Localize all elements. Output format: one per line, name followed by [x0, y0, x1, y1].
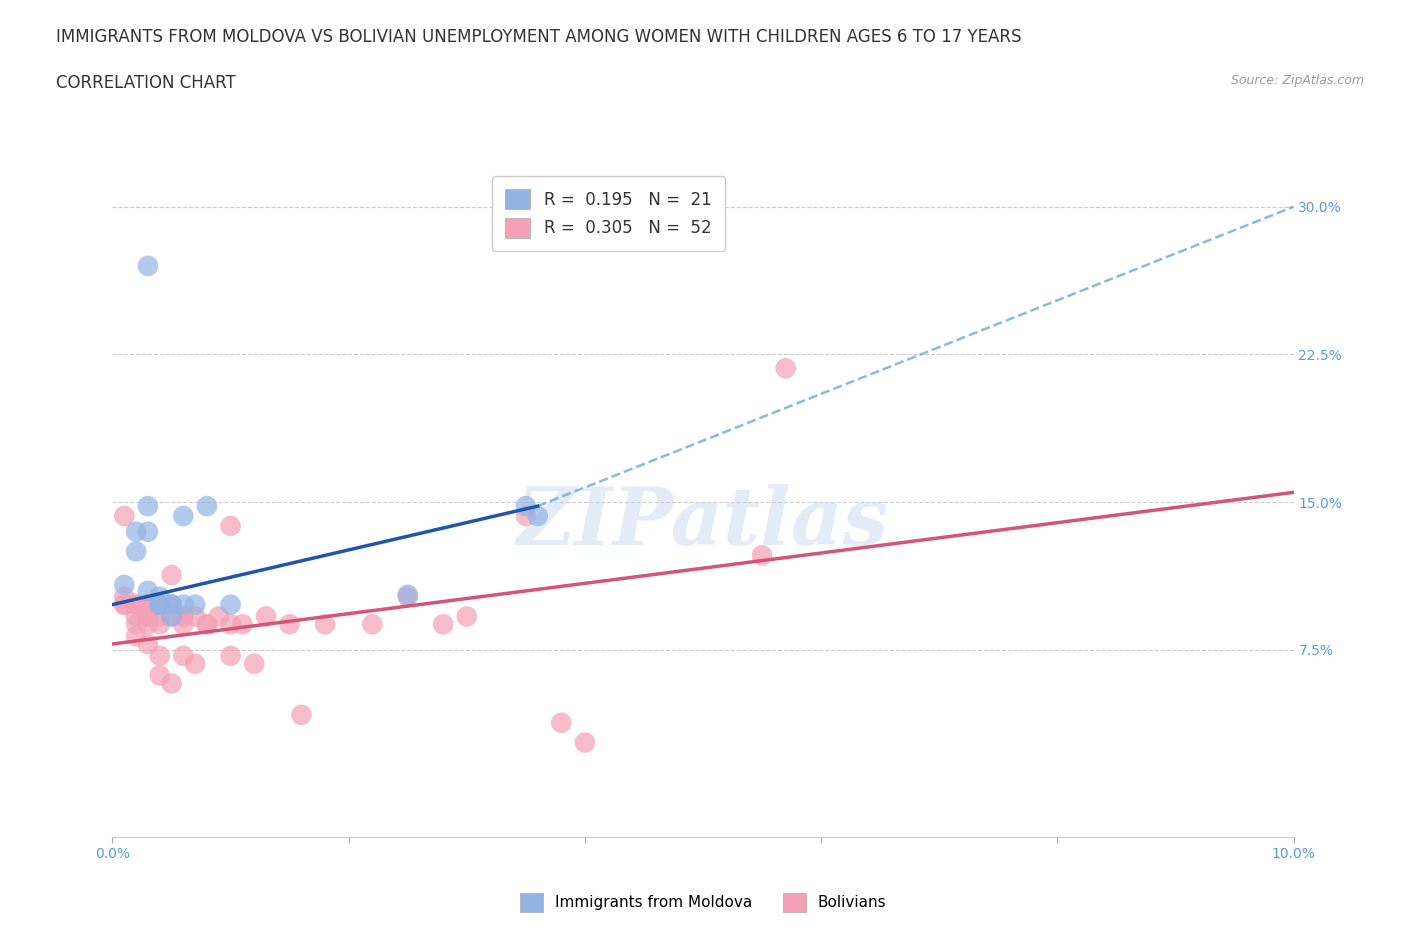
Point: [149, 597, 172, 612]
Point: [195, 617, 218, 631]
Point: [125, 544, 148, 559]
Point: [149, 597, 172, 612]
Point: [208, 609, 231, 624]
Point: [136, 609, 159, 624]
Point: [136, 498, 159, 513]
Point: [160, 676, 183, 691]
Point: [515, 509, 537, 524]
Point: [172, 609, 194, 624]
Point: [172, 609, 194, 624]
Point: [219, 518, 242, 533]
Point: [396, 588, 419, 603]
Text: CORRELATION CHART: CORRELATION CHART: [56, 74, 236, 92]
Point: [136, 597, 159, 612]
Point: [526, 509, 548, 524]
Legend: Immigrants from Moldova, Bolivians: Immigrants from Moldova, Bolivians: [513, 887, 893, 918]
Point: [149, 668, 172, 683]
Point: [290, 708, 312, 723]
Point: [136, 609, 159, 624]
Point: [112, 509, 135, 524]
Point: [172, 597, 194, 612]
Text: Source: ZipAtlas.com: Source: ZipAtlas.com: [1230, 74, 1364, 87]
Point: [550, 715, 572, 730]
Point: [136, 597, 159, 612]
Point: [125, 617, 148, 631]
Point: [136, 636, 159, 651]
Point: [574, 735, 596, 750]
Point: [136, 597, 159, 612]
Point: [184, 597, 207, 612]
Point: [195, 498, 218, 513]
Point: [361, 617, 384, 631]
Point: [112, 590, 135, 604]
Point: [396, 590, 419, 604]
Point: [231, 617, 253, 631]
Point: [219, 597, 242, 612]
Point: [278, 617, 301, 631]
Point: [125, 629, 148, 644]
Point: [136, 617, 159, 631]
Point: [149, 590, 172, 604]
Text: ZIPatlas: ZIPatlas: [517, 484, 889, 561]
Point: [160, 597, 183, 612]
Point: [136, 525, 159, 539]
Point: [112, 578, 135, 592]
Point: [125, 525, 148, 539]
Point: [149, 609, 172, 624]
Point: [243, 657, 266, 671]
Point: [160, 597, 183, 612]
Point: [432, 617, 454, 631]
Point: [172, 648, 194, 663]
Point: [160, 567, 183, 582]
Point: [314, 617, 336, 631]
Point: [775, 361, 797, 376]
Legend: R =  0.195   N =  21, R =  0.305   N =  52: R = 0.195 N = 21, R = 0.305 N = 52: [492, 176, 725, 251]
Point: [751, 548, 773, 563]
Point: [125, 597, 148, 612]
Point: [136, 583, 159, 598]
Point: [149, 597, 172, 612]
Point: [112, 597, 135, 612]
Point: [172, 617, 194, 631]
Point: [125, 597, 148, 612]
Point: [160, 597, 183, 612]
Point: [149, 648, 172, 663]
Point: [136, 259, 159, 273]
Text: IMMIGRANTS FROM MOLDOVA VS BOLIVIAN UNEMPLOYMENT AMONG WOMEN WITH CHILDREN AGES : IMMIGRANTS FROM MOLDOVA VS BOLIVIAN UNEM…: [56, 28, 1022, 46]
Point: [112, 597, 135, 612]
Point: [219, 648, 242, 663]
Point: [160, 609, 183, 624]
Point: [184, 657, 207, 671]
Point: [160, 609, 183, 624]
Point: [456, 609, 478, 624]
Point: [254, 609, 277, 624]
Point: [195, 617, 218, 631]
Point: [149, 617, 172, 631]
Point: [184, 609, 207, 624]
Point: [125, 609, 148, 624]
Point: [515, 498, 537, 513]
Point: [172, 509, 194, 524]
Point: [219, 617, 242, 631]
